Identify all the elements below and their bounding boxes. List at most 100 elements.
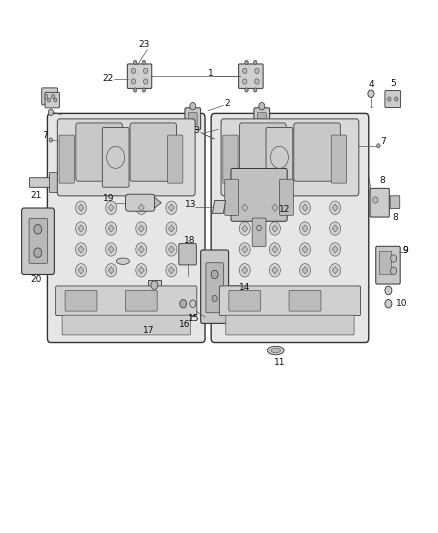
Circle shape bbox=[49, 138, 53, 142]
Circle shape bbox=[239, 201, 250, 214]
Circle shape bbox=[254, 60, 257, 64]
Circle shape bbox=[255, 68, 259, 74]
Circle shape bbox=[211, 270, 218, 279]
Text: 7: 7 bbox=[380, 137, 386, 146]
Circle shape bbox=[136, 201, 147, 214]
Circle shape bbox=[144, 68, 148, 74]
Polygon shape bbox=[302, 266, 308, 274]
Polygon shape bbox=[242, 204, 248, 212]
FancyBboxPatch shape bbox=[239, 64, 263, 88]
Polygon shape bbox=[332, 266, 338, 274]
FancyBboxPatch shape bbox=[127, 64, 152, 88]
Circle shape bbox=[144, 79, 148, 84]
Circle shape bbox=[330, 201, 341, 214]
Text: 5: 5 bbox=[390, 78, 396, 87]
FancyBboxPatch shape bbox=[59, 135, 74, 183]
Polygon shape bbox=[242, 266, 248, 274]
Circle shape bbox=[254, 88, 257, 92]
Polygon shape bbox=[332, 246, 338, 253]
Polygon shape bbox=[212, 200, 226, 213]
Polygon shape bbox=[302, 225, 308, 232]
FancyBboxPatch shape bbox=[102, 127, 129, 187]
Circle shape bbox=[300, 264, 311, 277]
Circle shape bbox=[239, 222, 250, 235]
Circle shape bbox=[136, 222, 147, 235]
FancyBboxPatch shape bbox=[219, 286, 360, 316]
Text: 18: 18 bbox=[184, 237, 195, 246]
Circle shape bbox=[388, 97, 391, 101]
Ellipse shape bbox=[268, 346, 284, 355]
Circle shape bbox=[190, 102, 196, 110]
Text: 15: 15 bbox=[188, 314, 199, 323]
Text: 3: 3 bbox=[194, 126, 199, 135]
Polygon shape bbox=[168, 266, 174, 274]
Text: 8: 8 bbox=[379, 176, 385, 185]
Polygon shape bbox=[78, 225, 84, 232]
Text: 8: 8 bbox=[392, 213, 398, 222]
Circle shape bbox=[34, 224, 42, 234]
Text: 21: 21 bbox=[30, 191, 41, 200]
Circle shape bbox=[269, 264, 280, 277]
FancyBboxPatch shape bbox=[126, 194, 155, 211]
FancyBboxPatch shape bbox=[390, 196, 400, 208]
Polygon shape bbox=[138, 225, 144, 232]
FancyBboxPatch shape bbox=[376, 246, 400, 284]
Circle shape bbox=[368, 90, 374, 98]
FancyBboxPatch shape bbox=[331, 135, 346, 183]
Circle shape bbox=[48, 109, 53, 116]
FancyBboxPatch shape bbox=[211, 114, 369, 343]
Polygon shape bbox=[108, 266, 114, 274]
Circle shape bbox=[330, 222, 341, 235]
Polygon shape bbox=[78, 266, 84, 274]
Circle shape bbox=[54, 98, 57, 102]
Circle shape bbox=[151, 281, 158, 289]
Polygon shape bbox=[154, 197, 161, 208]
Circle shape bbox=[330, 243, 341, 256]
Text: 4: 4 bbox=[368, 79, 374, 88]
FancyBboxPatch shape bbox=[29, 177, 54, 187]
Text: 9: 9 bbox=[403, 246, 408, 255]
FancyBboxPatch shape bbox=[57, 119, 195, 196]
FancyBboxPatch shape bbox=[179, 244, 196, 265]
Text: 2: 2 bbox=[224, 99, 230, 108]
Circle shape bbox=[106, 201, 117, 214]
Polygon shape bbox=[108, 246, 114, 253]
Circle shape bbox=[243, 68, 247, 74]
Polygon shape bbox=[272, 266, 278, 274]
Circle shape bbox=[255, 79, 259, 84]
Circle shape bbox=[373, 197, 378, 203]
Polygon shape bbox=[108, 204, 114, 212]
Circle shape bbox=[47, 98, 51, 102]
FancyBboxPatch shape bbox=[240, 123, 286, 181]
FancyBboxPatch shape bbox=[49, 172, 58, 192]
FancyBboxPatch shape bbox=[42, 88, 57, 105]
FancyBboxPatch shape bbox=[254, 200, 267, 222]
Circle shape bbox=[300, 222, 311, 235]
Circle shape bbox=[212, 295, 217, 302]
Text: 1: 1 bbox=[208, 69, 214, 78]
FancyBboxPatch shape bbox=[201, 250, 229, 324]
Text: 11: 11 bbox=[273, 358, 285, 367]
Circle shape bbox=[34, 248, 42, 257]
Ellipse shape bbox=[271, 349, 281, 353]
Polygon shape bbox=[168, 246, 174, 253]
FancyBboxPatch shape bbox=[47, 114, 205, 343]
Circle shape bbox=[239, 264, 250, 277]
Circle shape bbox=[258, 205, 263, 212]
Circle shape bbox=[106, 222, 117, 235]
FancyBboxPatch shape bbox=[21, 208, 54, 274]
Circle shape bbox=[269, 222, 280, 235]
Circle shape bbox=[44, 94, 48, 99]
Circle shape bbox=[166, 201, 177, 214]
Text: 16: 16 bbox=[179, 320, 191, 329]
Circle shape bbox=[269, 201, 280, 214]
Polygon shape bbox=[168, 225, 174, 232]
Circle shape bbox=[75, 201, 87, 214]
Polygon shape bbox=[332, 225, 338, 232]
FancyBboxPatch shape bbox=[254, 108, 270, 130]
Circle shape bbox=[259, 102, 265, 110]
FancyBboxPatch shape bbox=[29, 219, 47, 263]
Circle shape bbox=[136, 264, 147, 277]
Circle shape bbox=[131, 68, 136, 74]
FancyBboxPatch shape bbox=[229, 290, 261, 311]
